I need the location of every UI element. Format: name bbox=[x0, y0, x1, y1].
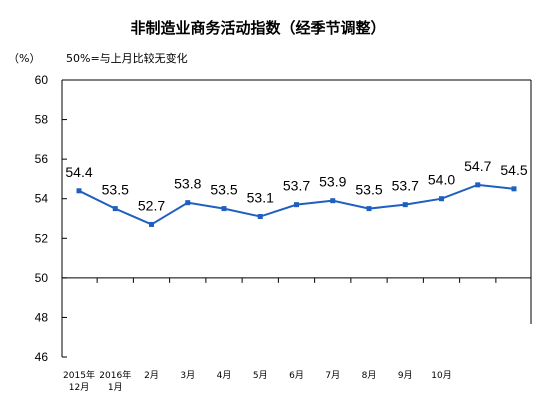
data-point bbox=[511, 186, 517, 192]
data-label: 53.5 bbox=[210, 182, 237, 198]
y-unit-label: （%） bbox=[8, 52, 40, 65]
data-point bbox=[185, 200, 191, 206]
reference-note: 50%=与上月比较无变化 bbox=[66, 51, 188, 65]
y-tick-label: 52 bbox=[35, 231, 49, 245]
x-tick-label: 6月 bbox=[289, 370, 304, 381]
x-tick-label: 2016年 bbox=[99, 369, 131, 381]
y-tick-label: 46 bbox=[35, 350, 49, 364]
data-label: 53.7 bbox=[392, 178, 419, 194]
data-point bbox=[294, 202, 299, 208]
data-point bbox=[221, 206, 227, 212]
data-point bbox=[330, 198, 336, 204]
y-tick-label: 54 bbox=[35, 192, 49, 206]
data-labels: 54.4 53.5 52.7 53.8 53.5 53.1 53.7 53.9 53.5 53.7… bbox=[65, 158, 527, 214]
series-line bbox=[76, 182, 517, 227]
y-tick-label: 50 bbox=[35, 271, 49, 285]
data-point bbox=[366, 206, 372, 212]
data-point bbox=[76, 188, 82, 194]
data-point bbox=[402, 202, 408, 208]
data-label: 53.7 bbox=[283, 178, 310, 194]
y-tick-label: 48 bbox=[35, 310, 49, 324]
x-tick-label: 2015年 bbox=[63, 369, 95, 381]
y-tick-label: 58 bbox=[35, 113, 49, 127]
x-tick-label: 5月 bbox=[253, 370, 268, 381]
y-tick-label: 60 bbox=[35, 73, 49, 87]
data-label: 52.7 bbox=[138, 197, 165, 213]
x-tick-label: 2月 bbox=[144, 370, 159, 381]
data-point bbox=[439, 196, 444, 202]
data-label: 53.5 bbox=[355, 182, 382, 198]
data-label: 54.0 bbox=[428, 172, 455, 188]
x-tick-label: 3月 bbox=[180, 370, 195, 381]
data-label: 54.4 bbox=[65, 164, 92, 180]
data-point bbox=[257, 214, 263, 220]
data-label: 54.7 bbox=[464, 158, 491, 174]
x-tick-label: 8月 bbox=[362, 370, 377, 381]
chart-title: 非制造业商务活动指数（经季节调整） bbox=[130, 19, 385, 37]
x-tick-label: 9月 bbox=[398, 370, 413, 381]
x-tick-label: 7月 bbox=[325, 370, 340, 381]
data-label: 53.1 bbox=[247, 190, 274, 206]
data-label: 54.5 bbox=[500, 162, 527, 178]
data-label: 53.5 bbox=[102, 182, 129, 198]
data-point bbox=[149, 221, 154, 227]
y-axis: 60 58 56 54 52 50 48 46 bbox=[35, 73, 67, 364]
x-tick-label: 4月 bbox=[217, 370, 232, 381]
data-label: 53.8 bbox=[174, 176, 201, 192]
x-tick-label: 1月 bbox=[108, 382, 123, 393]
x-tick-label: 12月 bbox=[69, 382, 89, 393]
data-point bbox=[112, 206, 118, 212]
plot-frame bbox=[61, 79, 532, 357]
data-label: 53.9 bbox=[319, 174, 346, 190]
data-point bbox=[475, 182, 481, 188]
x-tick-label: 10月 bbox=[431, 370, 451, 381]
y-tick-label: 56 bbox=[35, 152, 49, 166]
